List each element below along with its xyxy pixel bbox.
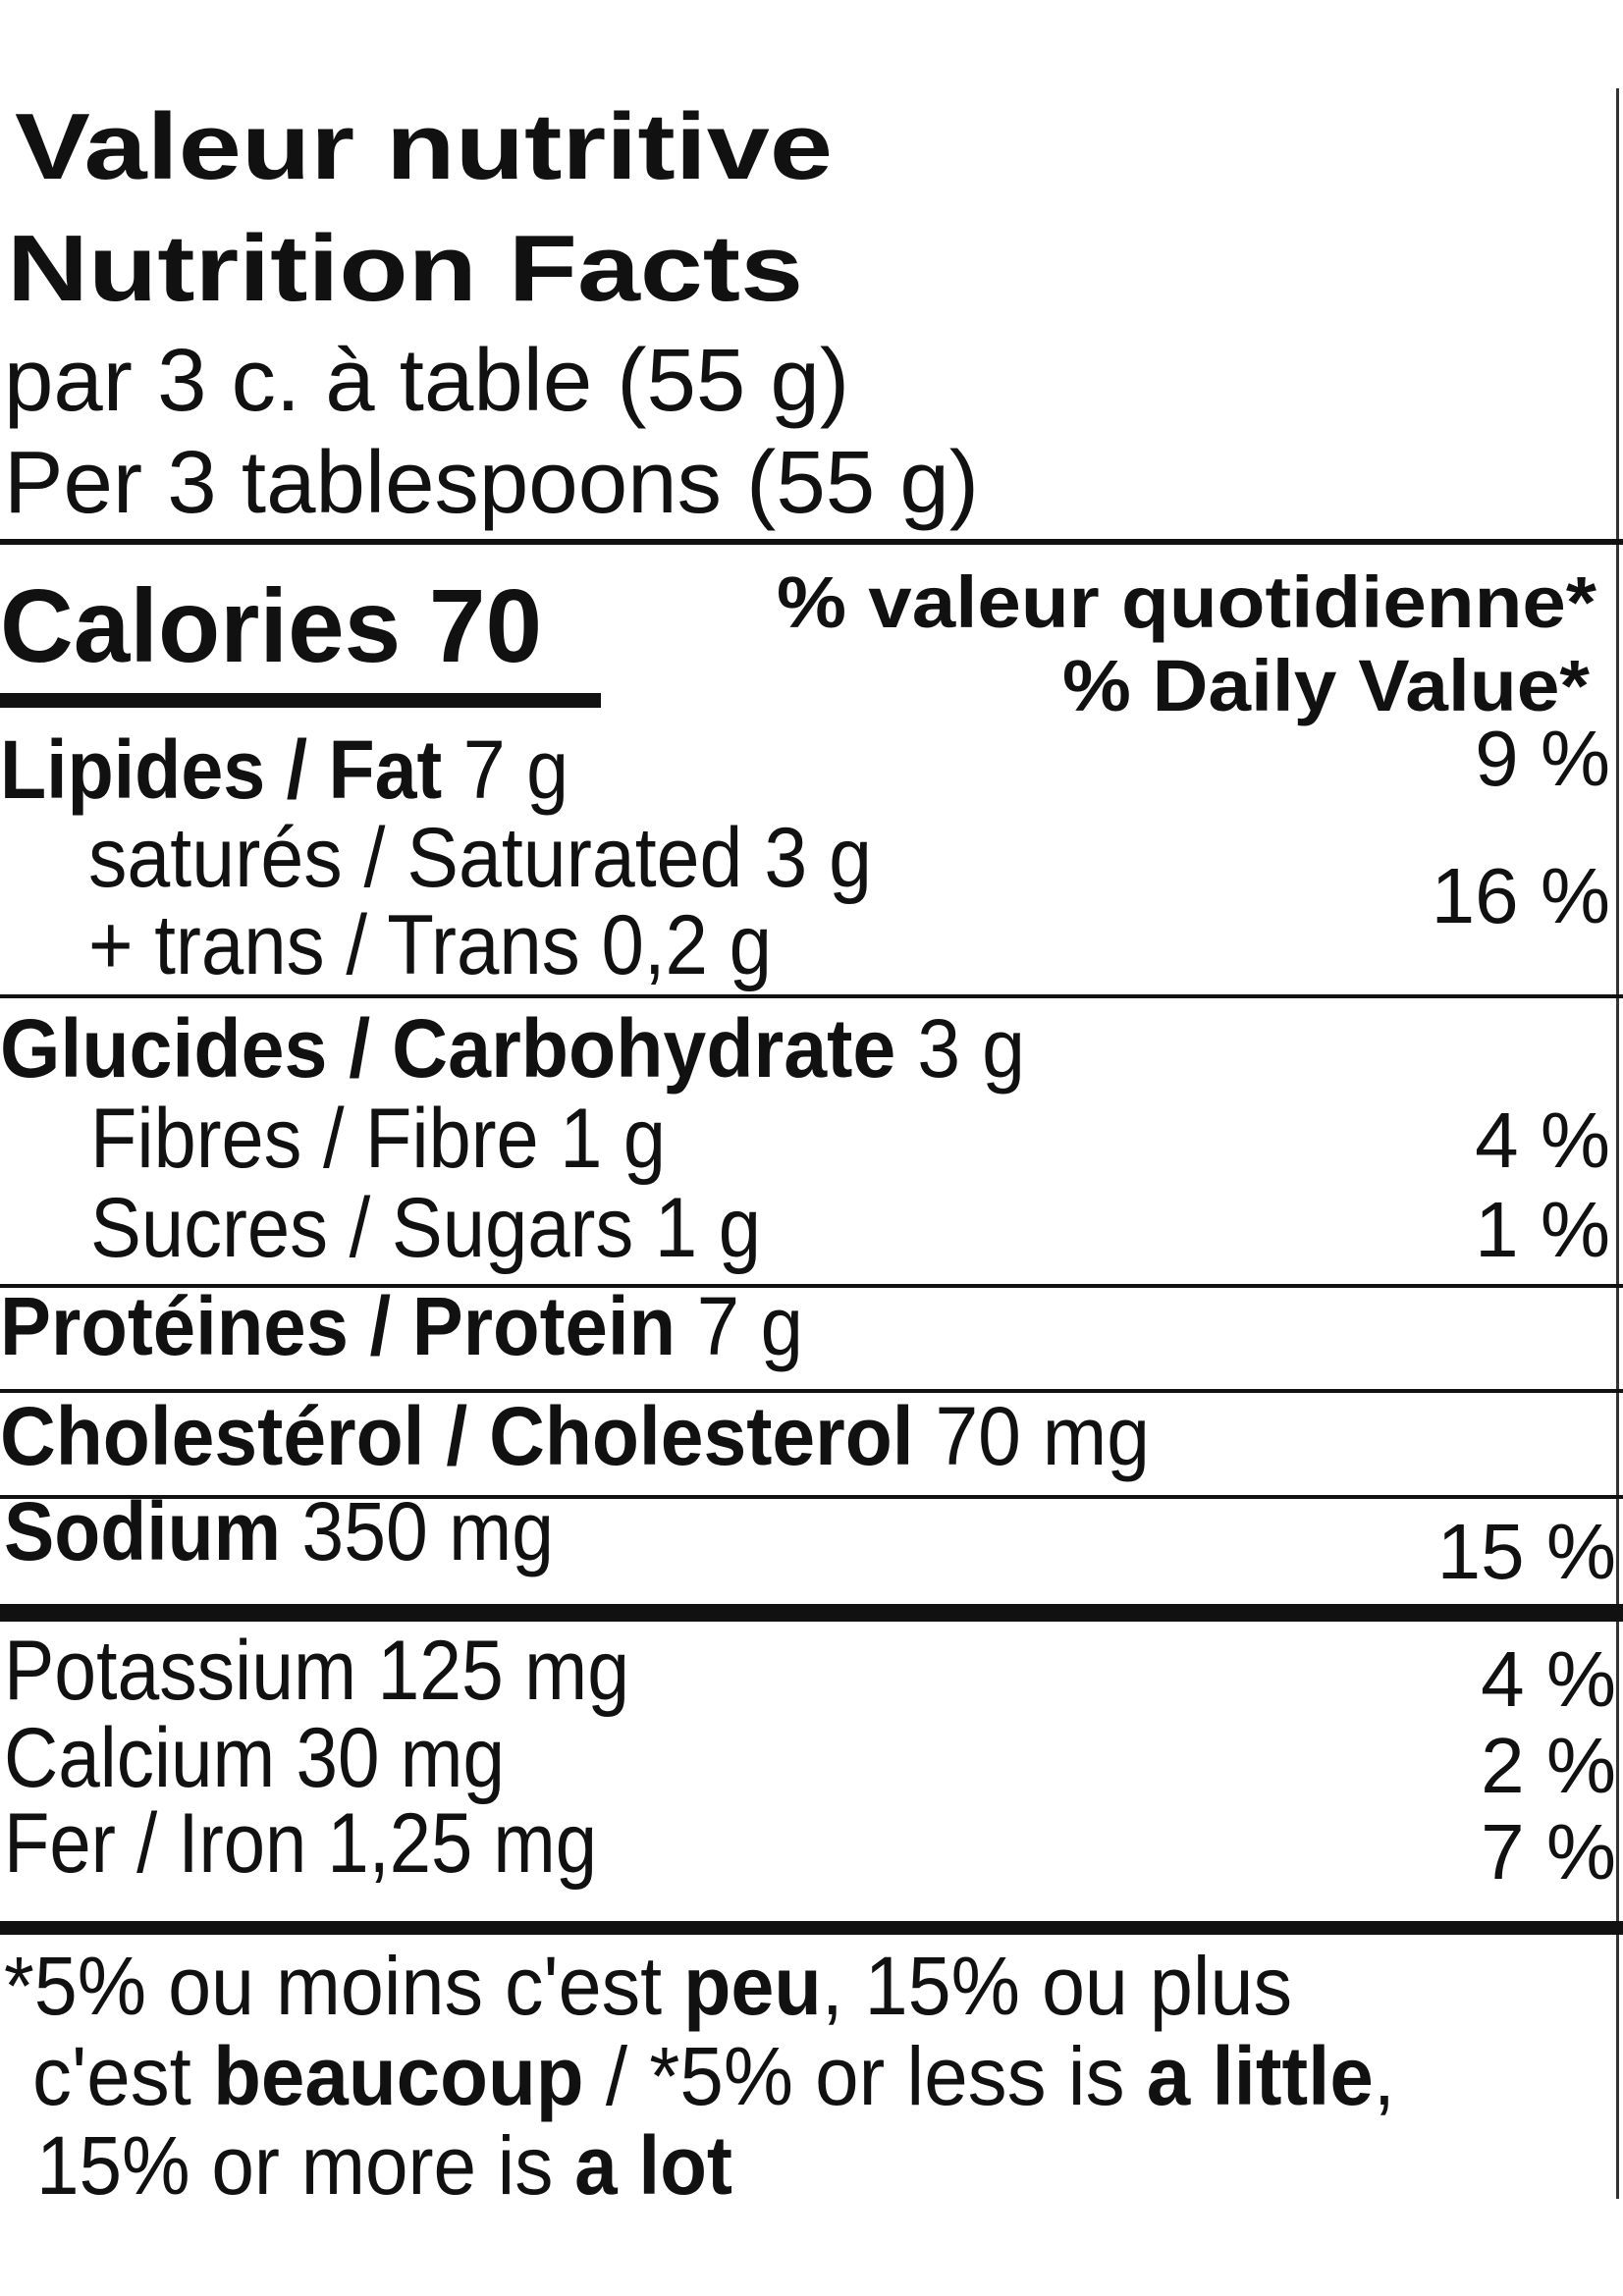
daily-value: 4 % (1475, 1096, 1610, 1184)
daily-value: 2 % (1481, 1722, 1616, 1809)
nutrient-amount: 1,25 mg (327, 1796, 597, 1891)
thick-rule (0, 1921, 1623, 1935)
footnote-segment: , (1374, 2030, 1395, 2122)
nutrient-name: Potassium (4, 1624, 356, 1718)
rule (0, 539, 1623, 545)
nutrient-name: Fer / Iron (4, 1796, 306, 1891)
daily-value: 9 % (1475, 715, 1610, 802)
footnote-segment: a lot (574, 2119, 732, 2212)
footnote-segment: , 15% ou plus (822, 1940, 1292, 2032)
nutrient-name: Protéines / Protein (0, 1280, 676, 1372)
rule (0, 1495, 1623, 1499)
footnote-segment: peu (683, 1940, 822, 2032)
thick-rule (0, 1604, 1623, 1622)
daily-value: 15 % (1437, 1508, 1616, 1595)
serving-en: Per 3 tablespoons (55 g) (4, 434, 979, 532)
daily-value: 16 % (1432, 852, 1610, 939)
nutrient-row: Glucides / Carbohydrate 3 g (0, 1002, 1025, 1095)
serving-fr: par 3 c. à table (55 g) (4, 332, 849, 430)
nutrient-amount: 3 g (917, 1002, 1025, 1095)
daily-value: 7 % (1481, 1808, 1616, 1896)
nutrient-row: + trans / Trans 0,2 g (88, 898, 772, 992)
calories: Calories 70 (0, 568, 542, 684)
nutrient-row: saturés / Saturated 3 g (88, 811, 872, 905)
dv-header-en: % Daily Value* (1062, 645, 1590, 726)
rule (0, 1389, 1623, 1393)
nutrient-amount: 7 g (463, 723, 568, 816)
footnote-segment: 15% or more is (36, 2119, 574, 2212)
nutrient-name: Lipides / Fat (0, 723, 442, 816)
nutrient-row: Fibres / Fibre 1 g (90, 1092, 666, 1186)
nutrient-row: Lipides / Fat 7 g (0, 723, 568, 816)
footnote-segment: *5% ou moins c'est (4, 1940, 683, 2032)
nutrient-amount: 0,2 g (601, 898, 772, 992)
rule (0, 1284, 1623, 1288)
daily-value: 4 % (1481, 1635, 1616, 1723)
nutrient-name: Cholestérol / Cholesterol (0, 1390, 914, 1482)
nutrient-row: Cholestérol / Cholesterol 70 mg (0, 1390, 1150, 1482)
calories-bar (0, 693, 601, 708)
nutrient-amount: 30 mg (296, 1711, 505, 1805)
nutrient-row: Sucres / Sugars 1 g (90, 1181, 761, 1275)
nutrient-row: Sodium 350 mg (4, 1485, 554, 1577)
nutrient-name: + trans / Trans (88, 898, 580, 992)
daily-value: 1 % (1475, 1186, 1610, 1273)
footnote-line: *5% ou moins c'est peu, 15% ou plus (4, 1940, 1292, 2032)
nutrient-name: Calcium (4, 1711, 275, 1805)
nutrient-amount: 125 mg (377, 1624, 629, 1718)
nutrient-name: Glucides / Carbohydrate (0, 1002, 895, 1095)
nutrient-amount: 3 g (764, 811, 872, 905)
nutrient-amount: 7 g (697, 1280, 803, 1372)
nutrient-row: Fer / Iron 1,25 mg (4, 1796, 597, 1891)
footnote-line: 15% or more is a lot (36, 2119, 732, 2212)
nutrient-name: Sucres / Sugars (90, 1181, 633, 1275)
nutrient-row: Potassium 125 mg (4, 1624, 629, 1718)
right-edge (1616, 88, 1619, 2199)
nutrient-amount: 70 mg (935, 1390, 1150, 1482)
nutrient-amount: 1 g (560, 1092, 666, 1186)
nutrient-row: Calcium 30 mg (4, 1711, 505, 1805)
footnote-segment: / *5% or less is (584, 2030, 1147, 2122)
footnote-segment: beaucoup (213, 2030, 584, 2122)
nutrient-name: saturés / Saturated (88, 811, 742, 905)
nutrient-name: Sodium (4, 1485, 281, 1577)
footnote-line: c'est beaucoup / *5% or less is a little… (32, 2030, 1395, 2122)
footnote-segment: c'est (32, 2030, 213, 2122)
footnote-segment: a little (1147, 2030, 1374, 2122)
nutrient-amount: 1 g (655, 1181, 761, 1275)
nutrient-name: Fibres / Fibre (90, 1092, 539, 1186)
title-fr: Valeur nutritive (15, 94, 833, 199)
title-en: Nutrition Facts (7, 216, 803, 321)
nutrient-amount: 350 mg (301, 1485, 554, 1577)
nutrient-row: Protéines / Protein 7 g (0, 1280, 803, 1372)
dv-header-fr: % valeur quotidienne* (777, 561, 1596, 643)
rule (0, 994, 1623, 998)
